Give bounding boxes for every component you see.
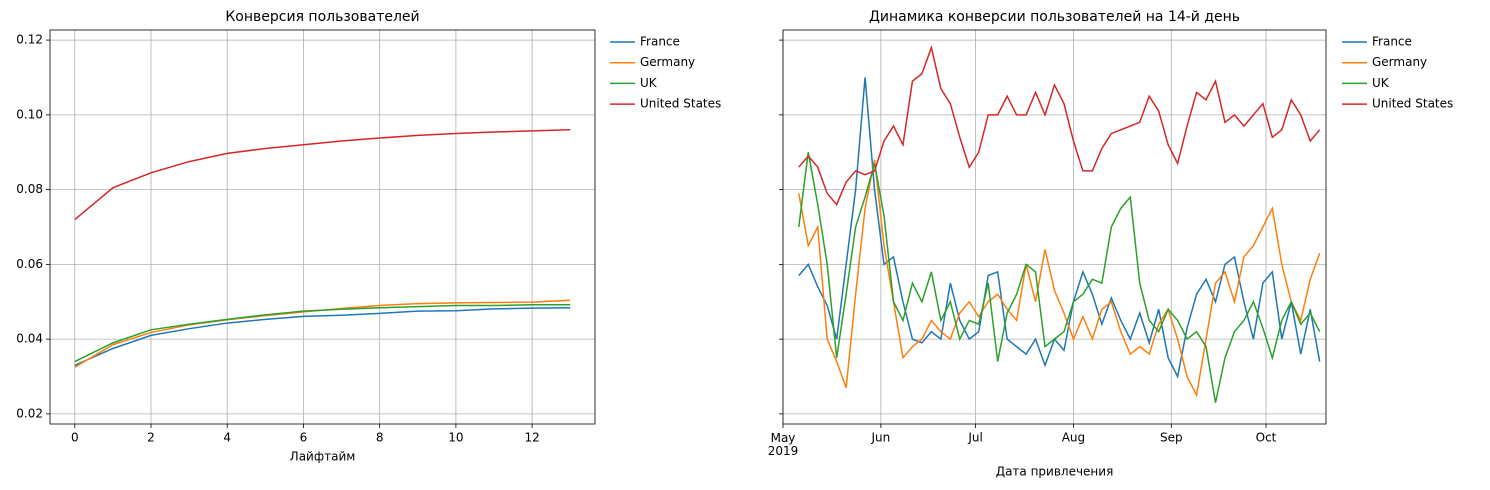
chart-title: Конверсия пользователей bbox=[225, 9, 419, 25]
series-line bbox=[798, 152, 1321, 403]
y-tick-label: 0.10 bbox=[16, 107, 43, 121]
series-line bbox=[74, 129, 571, 221]
chart-title: Динамика конверсии пользователей на 14-й… bbox=[869, 9, 1240, 25]
legend-label: United States bbox=[1372, 97, 1453, 111]
legend-label: Germany bbox=[1372, 55, 1427, 69]
x-tick-label: Jul bbox=[967, 431, 982, 445]
x-tick-label: Jun bbox=[870, 431, 890, 445]
x-tick-label: 4 bbox=[223, 431, 231, 445]
legend-label: France bbox=[640, 35, 680, 49]
y-tick-label: 0.08 bbox=[16, 182, 43, 196]
x-tick-label: 0 bbox=[71, 431, 79, 445]
series-line bbox=[798, 44, 1321, 206]
legend-label: UK bbox=[640, 76, 658, 90]
x-tick-label: May 2019 bbox=[768, 431, 799, 458]
x-axis-label: Лайфтайм bbox=[290, 450, 356, 464]
x-axis-label: Дата привлечения bbox=[996, 465, 1114, 479]
x-tick-label: 2 bbox=[147, 431, 155, 445]
legend-label: France bbox=[1372, 35, 1412, 49]
x-tick-label: 6 bbox=[300, 431, 308, 445]
series-line bbox=[798, 159, 1321, 398]
series-line bbox=[74, 304, 571, 363]
x-tick-label: 12 bbox=[524, 431, 539, 445]
series-line bbox=[798, 77, 1321, 379]
y-tick-label: 0.06 bbox=[16, 257, 43, 271]
y-tick-label: 0.02 bbox=[16, 406, 43, 420]
series-line bbox=[74, 306, 571, 366]
x-tick-label: Oct bbox=[1256, 431, 1277, 445]
legend-label: United States bbox=[640, 97, 721, 111]
x-tick-label: Sep bbox=[1160, 431, 1183, 445]
plot-frame bbox=[782, 29, 1327, 425]
y-tick-label: 0.04 bbox=[16, 332, 43, 346]
legend-label: Germany bbox=[640, 55, 695, 69]
x-tick-label: 8 bbox=[376, 431, 384, 445]
y-tick-label: 0.12 bbox=[16, 33, 43, 47]
x-tick-label: 10 bbox=[448, 431, 463, 445]
legend-label: UK bbox=[1372, 76, 1390, 90]
x-tick-label: Aug bbox=[1062, 431, 1085, 445]
plot-frame bbox=[49, 29, 596, 425]
